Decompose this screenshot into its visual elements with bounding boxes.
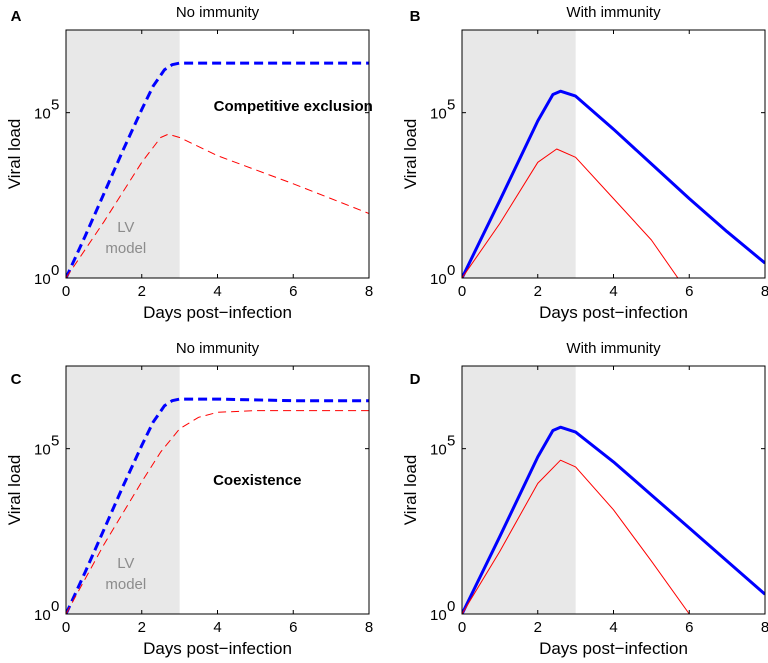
y-tick-label-base: 10 — [34, 442, 51, 459]
series-strain-1-line — [66, 397, 369, 614]
y-tick-label-base: 10 — [430, 607, 447, 624]
y-tick-label-base: 10 — [430, 271, 447, 288]
x-tick-label: 2 — [534, 619, 542, 636]
x-tick-label: 0 — [458, 283, 466, 300]
lv-model-label: model — [105, 240, 146, 257]
x-tick-label: 8 — [365, 283, 373, 300]
y-tick-label-base: 10 — [430, 442, 447, 459]
annotation-label: Competitive exclusion — [214, 98, 373, 115]
y-tick-label-exponent: 5 — [51, 97, 59, 114]
x-tick-label: 4 — [213, 619, 221, 636]
panel-title: No immunity — [176, 4, 260, 21]
x-tick-label: 2 — [138, 283, 146, 300]
y-tick-label-exponent: 0 — [447, 598, 455, 615]
lv-model-label: LV — [117, 219, 134, 236]
y-tick-label-base: 10 — [34, 106, 51, 123]
panel-title: With immunity — [566, 4, 661, 21]
panel-title: With immunity — [566, 340, 661, 357]
y-axis-label: Viral load — [401, 119, 420, 190]
series-strain-1-line — [462, 89, 765, 278]
annotation-label: Coexistence — [213, 472, 301, 489]
y-axis-label: Viral load — [5, 119, 24, 190]
lv-model-label: model — [105, 576, 146, 593]
x-tick-label: 0 — [62, 619, 70, 636]
x-tick-label: 2 — [534, 283, 542, 300]
x-tick-label: 0 — [62, 283, 70, 300]
x-axis-label: Days post−infection — [539, 303, 688, 322]
y-tick-label-exponent: 0 — [51, 598, 59, 615]
panel-title: No immunity — [176, 340, 260, 357]
x-tick-label: 6 — [685, 283, 693, 300]
x-tick-label: 0 — [458, 619, 466, 636]
x-tick-label: 4 — [609, 283, 617, 300]
x-axis-label: Days post−infection — [539, 639, 688, 658]
y-axis-label: Viral load — [401, 455, 420, 526]
series-strain-2-line — [66, 410, 369, 614]
y-axis-label: Viral load — [5, 455, 24, 526]
lv-model-label: LV — [117, 555, 134, 572]
series-strain-2-line — [462, 459, 690, 614]
series-strain-1-line — [66, 61, 369, 278]
panel-letter: A — [11, 8, 22, 25]
x-axis-label: Days post−infection — [143, 639, 292, 658]
x-tick-label: 6 — [289, 283, 297, 300]
x-tick-label: 8 — [761, 283, 768, 300]
x-tick-label: 8 — [365, 619, 373, 636]
panel-letter: C — [11, 371, 22, 388]
x-tick-label: 4 — [609, 619, 617, 636]
series-strain-2-line — [462, 148, 679, 278]
x-tick-label: 4 — [213, 283, 221, 300]
y-tick-label-base: 10 — [34, 607, 51, 624]
y-tick-label-exponent: 5 — [51, 433, 59, 450]
y-tick-label-base: 10 — [430, 106, 447, 123]
y-tick-label-base: 10 — [34, 271, 51, 288]
y-tick-label-exponent: 0 — [447, 262, 455, 279]
panel-letter: D — [410, 371, 421, 388]
series-strain-1-line — [462, 425, 765, 614]
x-tick-label: 2 — [138, 619, 146, 636]
series-strain-2-line — [66, 133, 369, 278]
y-tick-label-exponent: 0 — [51, 262, 59, 279]
y-tick-label-exponent: 5 — [447, 97, 455, 114]
x-tick-label: 8 — [761, 619, 768, 636]
x-axis-label: Days post−infection — [143, 303, 292, 322]
panel-letter: B — [410, 8, 421, 25]
x-tick-label: 6 — [685, 619, 693, 636]
x-tick-label: 6 — [289, 619, 297, 636]
y-tick-label-exponent: 5 — [447, 433, 455, 450]
